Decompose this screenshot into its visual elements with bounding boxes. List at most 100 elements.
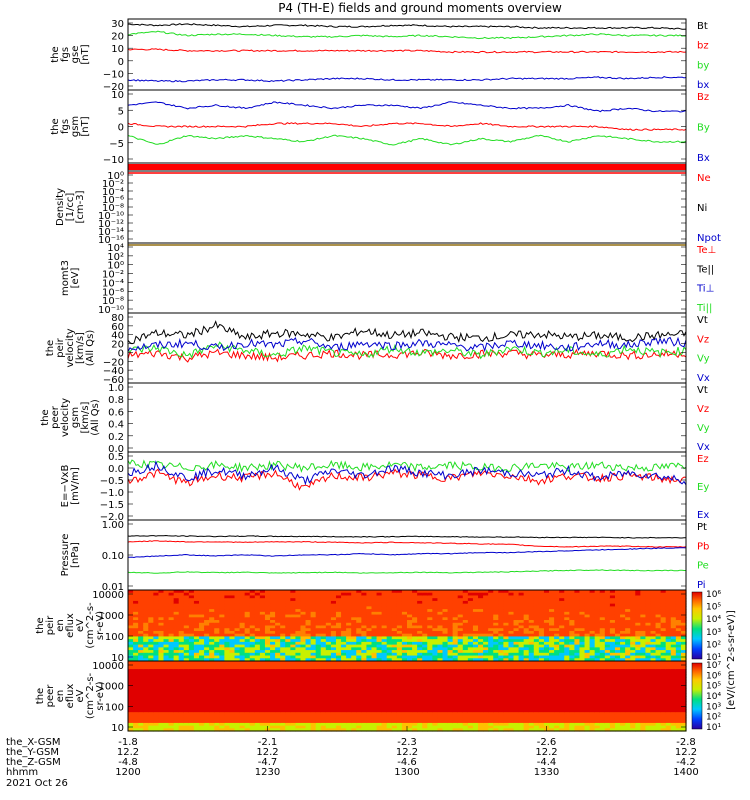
heatmap-cell <box>305 598 312 602</box>
heatmap-cell <box>483 728 489 732</box>
heatmap-cell <box>564 650 570 654</box>
heatmap-cell <box>478 641 484 646</box>
y-label-line: en <box>55 619 66 632</box>
heatmap-cell <box>143 690 149 694</box>
heatmap-cell <box>462 611 469 616</box>
heatmap-cell <box>209 696 215 700</box>
heatmap-cell <box>422 625 428 629</box>
heatmap-cell <box>229 622 236 627</box>
heatmap-cell <box>417 633 423 638</box>
heatmap-cell <box>188 655 195 659</box>
heatmap-cell <box>376 630 383 635</box>
heatmap-cell <box>386 641 393 646</box>
heatmap-cell <box>432 625 439 629</box>
heatmap-cell <box>564 644 570 648</box>
heatmap-cell <box>594 617 601 621</box>
heatmap-cell <box>609 652 616 657</box>
heatmap-cell <box>559 628 565 632</box>
panel-frame <box>127 519 687 591</box>
heatmap-cell <box>422 590 428 594</box>
heatmap-cell <box>584 592 591 597</box>
heatmap-cell <box>564 598 570 602</box>
heatmap-cell <box>275 636 281 640</box>
heatmap-cell <box>214 606 220 610</box>
heatmap-cell <box>660 606 667 610</box>
heatmap-cell <box>478 709 484 713</box>
heatmap-cell <box>528 600 535 605</box>
heatmap-cell <box>188 706 195 711</box>
heatmap-cell <box>214 592 220 597</box>
heatmap-cell <box>630 644 636 648</box>
heatmap-cell <box>498 598 504 602</box>
heatmap-cell <box>300 698 307 702</box>
y-tick-label: 0.6 <box>108 407 124 418</box>
heatmap-cell <box>234 620 241 624</box>
heatmap-cell <box>133 655 139 659</box>
heatmap-cell <box>249 693 256 697</box>
heatmap-cell <box>650 636 657 640</box>
heatmap-cell <box>488 611 494 616</box>
heatmap-cell <box>589 630 596 635</box>
heatmap-cell <box>523 647 530 651</box>
heatmap-cell <box>371 671 378 676</box>
heatmap-cell <box>407 639 413 643</box>
heatmap-cell <box>462 674 469 678</box>
heatmap-cell <box>178 630 185 635</box>
heatmap-cell <box>381 652 388 657</box>
heatmap-cell <box>133 706 139 711</box>
heatmap-cell <box>209 628 215 632</box>
heatmap-cell <box>188 609 195 613</box>
y-tick-label: −5 <box>109 139 124 150</box>
heatmap-cell <box>254 717 261 721</box>
heatmap-cell <box>325 647 332 651</box>
heatmap-cell <box>366 696 373 700</box>
heatmap-cell <box>335 690 342 694</box>
heatmap-cell <box>447 696 454 700</box>
heatmap-cell <box>391 647 398 651</box>
heatmap-cell <box>467 677 474 681</box>
heatmap-cell <box>401 682 408 686</box>
heatmap-cell <box>325 674 332 678</box>
heatmap-cell <box>488 652 494 657</box>
heatmap-cell <box>320 720 327 724</box>
heatmap-cell <box>483 722 489 727</box>
heatmap-cell <box>478 701 484 705</box>
heatmap-cell <box>244 636 251 640</box>
heatmap-cell <box>472 622 479 627</box>
heatmap-cell <box>295 679 302 684</box>
heatmap-cell <box>401 709 408 713</box>
heatmap-cell <box>427 652 433 657</box>
heatmap-cell <box>620 655 626 659</box>
heatmap-cell <box>219 644 225 648</box>
heatmap-cell <box>143 687 149 692</box>
heatmap-cell <box>427 690 433 694</box>
heatmap-cell <box>254 603 261 607</box>
heatmap-cell <box>254 639 261 643</box>
heatmap-cell <box>143 682 149 686</box>
heatmap-cell <box>143 725 149 729</box>
heatmap-cell <box>178 682 185 686</box>
heatmap-cell <box>178 652 185 657</box>
heatmap-cell <box>219 669 225 673</box>
heatmap-cell <box>249 698 256 702</box>
heatmap-cell <box>584 622 591 627</box>
heatmap-cell <box>472 625 479 629</box>
heatmap-cell <box>239 661 246 665</box>
heatmap-cell <box>640 614 647 618</box>
heatmap-cell <box>320 598 327 602</box>
heatmap-cell <box>315 592 322 597</box>
y-tick-label: −10 <box>103 155 124 166</box>
heatmap-cell <box>209 714 215 719</box>
heatmap-cell <box>275 628 281 632</box>
heatmap-cell <box>356 617 362 621</box>
y-tick-label: 40 <box>111 331 124 342</box>
heatmap-cell <box>270 620 276 624</box>
heatmap-cell <box>158 628 165 632</box>
heatmap-cell <box>432 666 439 670</box>
heatmap-cell <box>234 595 241 599</box>
heatmap-cell <box>249 625 256 629</box>
heatmap-cell <box>305 647 312 651</box>
heatmap-cell <box>483 598 489 602</box>
heatmap-cell <box>270 701 276 705</box>
heatmap-cell <box>483 693 489 697</box>
